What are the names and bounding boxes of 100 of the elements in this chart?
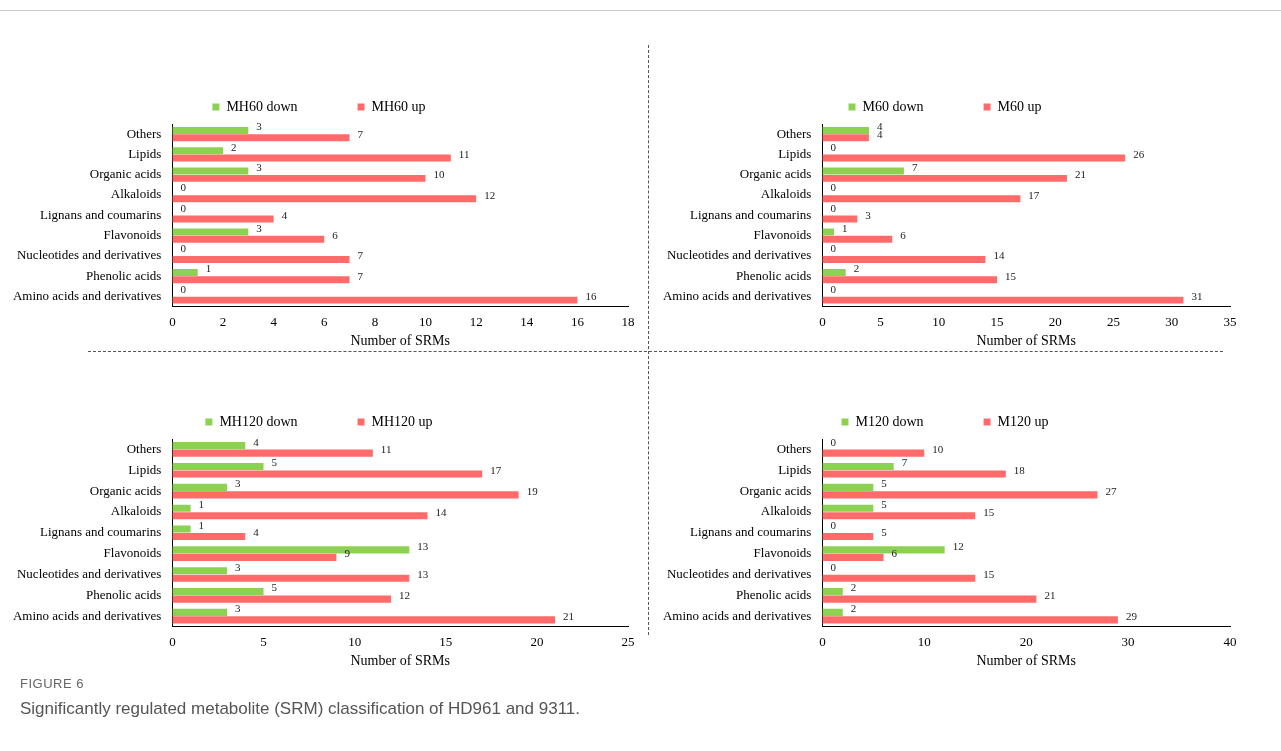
data-label: 15 bbox=[1005, 269, 1017, 282]
bar bbox=[822, 616, 1118, 624]
y-tick-label: Amino acids and derivatives bbox=[12, 607, 162, 623]
data-label: 4 bbox=[253, 435, 260, 448]
data-label: 0 bbox=[830, 518, 837, 531]
data-label: 12 bbox=[399, 588, 411, 601]
bar bbox=[822, 470, 1006, 478]
legend-label: M60 down bbox=[862, 98, 924, 114]
data-label: 3 bbox=[256, 221, 263, 234]
data-label: 11 bbox=[458, 147, 470, 160]
y-tick-label: Amino acids and derivatives bbox=[12, 287, 162, 303]
bar bbox=[172, 616, 556, 624]
x-tick-label: 10 bbox=[419, 313, 432, 329]
x-tick-label: 14 bbox=[520, 313, 534, 329]
data-label: 27 bbox=[1105, 484, 1118, 497]
bar bbox=[822, 256, 986, 263]
y-tick-label: Organic acids bbox=[89, 482, 162, 498]
bar bbox=[822, 504, 874, 512]
bar bbox=[172, 449, 373, 457]
y-tick-label: Others bbox=[776, 125, 812, 141]
data-label: 19 bbox=[526, 484, 539, 497]
legend-label: MH120 up bbox=[371, 413, 433, 429]
data-label: 18 bbox=[1013, 463, 1026, 476]
bar bbox=[822, 154, 1126, 162]
bar bbox=[172, 256, 350, 263]
bar bbox=[172, 276, 350, 284]
y-tick-label: Organic acids bbox=[739, 166, 812, 182]
data-label: 2 bbox=[853, 262, 860, 275]
bar bbox=[172, 127, 249, 134]
bar bbox=[822, 215, 858, 223]
data-label: 26 bbox=[1133, 147, 1145, 160]
y-tick-label: Phenolic acids bbox=[735, 586, 812, 602]
data-label: 0 bbox=[180, 242, 187, 255]
bar bbox=[172, 228, 249, 236]
y-tick-label: Lipids bbox=[128, 461, 162, 477]
bar bbox=[172, 154, 451, 162]
bar bbox=[172, 608, 228, 616]
x-tick-label: 8 bbox=[371, 313, 379, 329]
data-label: 10 bbox=[932, 443, 944, 456]
bar bbox=[822, 608, 843, 616]
y-tick-label: Lignans and coumarins bbox=[690, 524, 812, 540]
y-tick-label: Lipids bbox=[778, 145, 812, 161]
bar bbox=[172, 567, 228, 575]
data-label: 31 bbox=[1191, 290, 1203, 302]
x-axis-title: Number of SRMs bbox=[350, 333, 450, 349]
x-tick-label: 20 bbox=[530, 633, 544, 649]
y-tick-label: Lignans and coumarins bbox=[40, 524, 162, 540]
y-tick-label: Phenolic acids bbox=[735, 267, 812, 283]
data-label: 1 bbox=[198, 498, 205, 511]
x-tick-label: 30 bbox=[1165, 313, 1179, 329]
x-tick-label: 16 bbox=[570, 313, 585, 329]
data-label: 0 bbox=[830, 282, 837, 295]
data-label: 5 bbox=[881, 498, 888, 511]
data-label: 12 bbox=[952, 539, 964, 552]
x-tick-label: 20 bbox=[1048, 313, 1062, 329]
data-label: 1 bbox=[842, 221, 848, 234]
bar bbox=[822, 491, 1098, 499]
bar bbox=[172, 462, 264, 471]
data-label: 0 bbox=[180, 282, 187, 295]
bar bbox=[172, 588, 264, 596]
data-label: 17 bbox=[1028, 188, 1040, 201]
data-label: 0 bbox=[830, 181, 837, 194]
y-tick-label: Organic acids bbox=[89, 166, 162, 182]
y-tick-label: Nucleotides and derivatives bbox=[666, 247, 812, 263]
y-tick-label: Amino acids and derivatives bbox=[662, 287, 812, 303]
y-tick-label: Amino acids and derivatives bbox=[662, 607, 812, 623]
data-label: 10 bbox=[433, 168, 445, 181]
y-tick-label: Lipids bbox=[128, 145, 162, 161]
data-label: 6 bbox=[891, 547, 898, 560]
bar bbox=[822, 228, 835, 236]
x-tick-label: 25 bbox=[1107, 313, 1121, 329]
data-label: 14 bbox=[993, 249, 1005, 262]
data-label: 14 bbox=[435, 505, 448, 518]
x-tick-label: 10 bbox=[917, 633, 931, 649]
bar bbox=[172, 296, 578, 304]
bar bbox=[172, 525, 191, 533]
bar bbox=[822, 174, 1067, 182]
data-label: 2 bbox=[231, 140, 237, 153]
x-tick-label: 12 bbox=[469, 313, 483, 329]
data-label: 1 bbox=[205, 262, 212, 275]
data-label: 2 bbox=[850, 581, 857, 594]
bar bbox=[172, 442, 246, 450]
data-label: 0 bbox=[830, 242, 837, 255]
data-label: 7 bbox=[357, 249, 364, 262]
data-label: 0 bbox=[180, 181, 187, 194]
y-tick-label: Nucleotides and derivatives bbox=[16, 565, 162, 581]
bar bbox=[172, 134, 350, 142]
data-label: 0 bbox=[180, 201, 187, 214]
bar bbox=[172, 215, 274, 223]
y-tick-label: Alkaloids bbox=[760, 503, 812, 519]
data-label: 0 bbox=[830, 140, 837, 153]
bar bbox=[172, 470, 483, 478]
data-label: 4 bbox=[253, 526, 260, 539]
data-label: 15 bbox=[983, 568, 995, 581]
data-label: 5 bbox=[881, 526, 888, 539]
x-tick-label: 35 bbox=[1223, 313, 1237, 329]
y-tick-label: Lignans and coumarins bbox=[690, 206, 812, 222]
y-tick-label: Flavonoids bbox=[753, 545, 812, 561]
bar bbox=[822, 296, 1184, 304]
data-label: 6 bbox=[900, 229, 907, 242]
